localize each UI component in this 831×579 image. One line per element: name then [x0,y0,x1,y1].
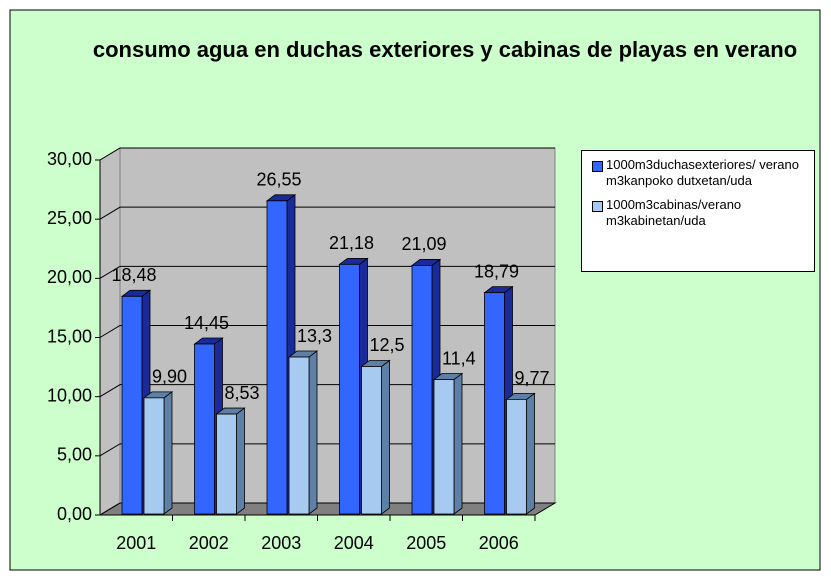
bar-side [236,407,245,515]
x-tick-label: 2005 [406,533,446,553]
x-tick-label: 2003 [261,533,301,553]
bar-side [381,359,390,515]
y-tick-label: 10,00 [47,385,92,405]
data-label: 9,90 [152,367,187,387]
bar [339,263,360,515]
y-tick-label: 30,00 [47,149,92,169]
bar-side [526,392,535,515]
grid-line [99,147,555,161]
data-label: 9,77 [515,368,550,388]
grid-line [99,443,555,457]
chart-title: consumo agua en duchas exteriores y cabi… [92,37,798,62]
data-label: 12,5 [370,335,405,355]
bar [194,343,215,515]
bar [288,356,310,515]
legend-entry: 1000m3duchasexteriores/ verano m3kanpoko… [582,157,814,189]
x-tick-label: 2002 [189,533,229,553]
legend-swatch [592,161,603,172]
data-label: 21,09 [401,234,446,254]
data-label: 26,55 [256,170,301,190]
y-tick-label: 25,00 [47,208,92,228]
grid-line [99,384,555,398]
bar [361,366,382,515]
data-label: 13,3 [297,326,332,346]
data-label: 14,45 [184,313,229,333]
y-tick-label: 15,00 [47,326,92,346]
bar [506,398,527,515]
x-tick-label: 2006 [479,533,519,553]
bar [216,413,237,515]
bar [121,295,143,515]
data-label: 8,53 [225,383,260,403]
x-tick-label: 2004 [334,533,374,553]
bar [411,265,433,515]
data-label: 11,4 [442,348,476,368]
data-label: 18,48 [111,265,156,285]
y-tick-label: 0,00 [57,504,92,524]
y-tick-label: 5,00 [57,445,92,465]
legend: 1000m3duchasexteriores/ verano m3kanpoko… [581,150,815,272]
grid-line [99,206,555,220]
bar [266,200,288,515]
data-label: 21,18 [329,233,374,253]
grid-line [99,265,555,279]
bar [143,397,165,515]
bar-side [453,372,463,515]
y-tick-label: 20,00 [47,267,92,287]
grid-line [99,325,555,338]
legend-label: 1000m3cabinas/verano m3kabinetan/uda [606,197,742,228]
bar [484,292,505,515]
grid-line [99,502,555,516]
bar-side [163,391,173,515]
data-label: 18,79 [474,261,519,281]
legend-entry: 1000m3cabinas/verano m3kabinetan/uda [582,197,814,229]
legend-label: 1000m3duchasexteriores/ verano m3kanpoko… [606,157,799,188]
bar [433,379,455,515]
legend-swatch [592,201,603,212]
x-tick-label: 2001 [116,533,156,553]
bar-side [308,350,318,515]
